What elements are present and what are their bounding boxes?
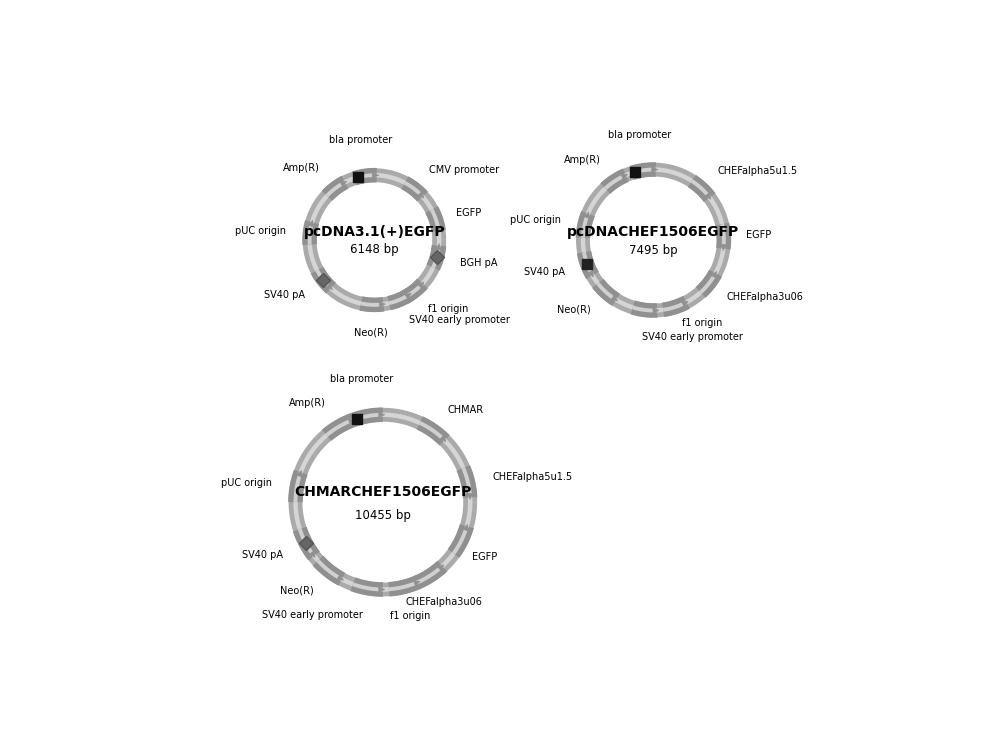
Text: bla promoter: bla promoter	[608, 130, 671, 140]
Text: 6148 bp: 6148 bp	[350, 243, 399, 256]
Text: bla promoter: bla promoter	[330, 374, 394, 384]
Text: pUC origin: pUC origin	[510, 215, 561, 225]
Text: f1 origin: f1 origin	[390, 611, 430, 621]
Text: CHEFalpha3u06: CHEFalpha3u06	[727, 292, 804, 302]
Text: Amp(R): Amp(R)	[289, 398, 326, 408]
Text: SV40 pA: SV40 pA	[242, 550, 283, 560]
Text: Neo(R): Neo(R)	[280, 586, 313, 596]
Text: Neo(R): Neo(R)	[557, 305, 590, 315]
Text: SV40 early promoter: SV40 early promoter	[409, 315, 509, 326]
Text: pcDNA3.1(+)EGFP: pcDNA3.1(+)EGFP	[304, 225, 445, 239]
Text: SV40 pA: SV40 pA	[264, 289, 305, 299]
Text: 10455 bp: 10455 bp	[355, 509, 411, 522]
Text: SV40 pA: SV40 pA	[524, 267, 565, 277]
Text: pUC origin: pUC origin	[221, 477, 272, 488]
Text: Neo(R): Neo(R)	[354, 327, 388, 337]
Text: Amp(R): Amp(R)	[283, 163, 320, 173]
Text: f1 origin: f1 origin	[428, 304, 469, 314]
Text: Amp(R): Amp(R)	[564, 154, 601, 165]
Text: BGH pA: BGH pA	[460, 258, 497, 268]
Text: CMV promoter: CMV promoter	[429, 165, 499, 175]
Text: EGFP: EGFP	[472, 551, 497, 561]
Text: 7495 bp: 7495 bp	[629, 244, 678, 257]
Text: CHEFalpha5u1.5: CHEFalpha5u1.5	[718, 166, 798, 176]
Text: pcDNACHEF1506EGFP: pcDNACHEF1506EGFP	[567, 225, 740, 239]
Text: EGFP: EGFP	[746, 230, 772, 240]
Text: CHEFalpha5u1.5: CHEFalpha5u1.5	[493, 471, 573, 482]
Text: pUC origin: pUC origin	[235, 225, 286, 236]
Text: SV40 early promoter: SV40 early promoter	[642, 332, 743, 343]
Text: f1 origin: f1 origin	[682, 318, 723, 329]
Text: CHEFalpha3u06: CHEFalpha3u06	[406, 597, 483, 607]
Text: EGFP: EGFP	[456, 209, 482, 218]
Text: SV40 early promoter: SV40 early promoter	[262, 610, 363, 620]
Text: bla promoter: bla promoter	[329, 135, 393, 145]
Text: CHMARCHEF1506EGFP: CHMARCHEF1506EGFP	[294, 485, 472, 498]
Text: CHMAR: CHMAR	[448, 405, 484, 415]
